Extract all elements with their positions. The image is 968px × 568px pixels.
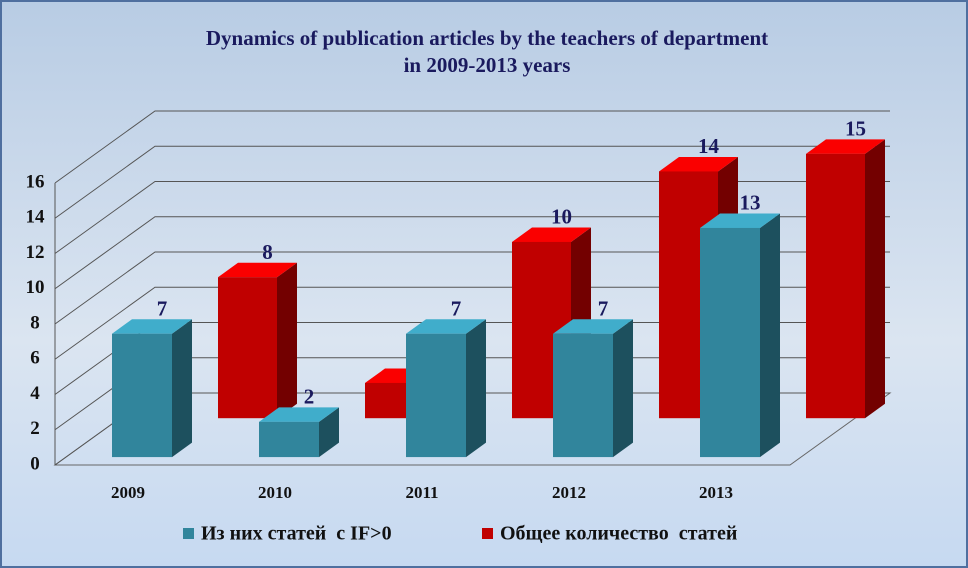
y-tick-label: 8	[30, 312, 40, 333]
bar	[406, 333, 466, 458]
bar-top	[659, 157, 738, 172]
plot: Dynamics of publication articles by the …	[26, 26, 892, 545]
x-tick-label: 2010	[258, 483, 292, 502]
grid-line	[54, 251, 890, 325]
bar-top	[512, 227, 591, 242]
y-tick-label: 6	[30, 348, 40, 369]
bar-side	[760, 213, 780, 458]
grid-line	[54, 286, 890, 360]
x-tick-label: 2011	[405, 483, 438, 502]
bar	[553, 333, 613, 458]
bar	[700, 227, 760, 458]
value-label: 7	[157, 296, 168, 320]
bar-top	[700, 213, 780, 228]
bar-side	[613, 319, 633, 458]
legend-swatch	[482, 528, 493, 539]
bar-side	[319, 407, 339, 458]
value-label: 7	[451, 296, 462, 320]
x-tick-label: 2013	[699, 483, 733, 502]
chart-title: in 2009-2013 years	[404, 53, 571, 77]
legend-label: Из них статей с IF>0	[201, 523, 392, 545]
bar-side	[277, 262, 297, 419]
y-tick-label: 10	[26, 277, 45, 298]
bar-top	[806, 139, 885, 154]
bar-top	[112, 319, 192, 334]
bar	[112, 333, 172, 458]
value-label: 14	[698, 134, 720, 158]
y-tick-label: 2	[30, 418, 40, 439]
y-tick-label: 0	[30, 453, 40, 474]
value-label: 15	[845, 116, 866, 140]
bar-top	[553, 319, 633, 334]
bar-side	[865, 139, 885, 419]
y-tick-label: 16	[26, 171, 45, 192]
grid-line	[54, 145, 890, 219]
grid-line	[54, 216, 890, 290]
bar	[806, 153, 865, 419]
value-label: 10	[551, 205, 572, 229]
value-label: 2	[304, 384, 315, 408]
value-label: 7	[598, 296, 609, 320]
y-tick-label: 14	[26, 207, 46, 228]
grid-line	[54, 181, 890, 254]
value-label: 8	[262, 240, 273, 264]
legend-swatch	[183, 528, 194, 539]
bar-top	[259, 407, 339, 422]
value-label: 13	[740, 191, 761, 215]
y-tick-label: 12	[26, 242, 45, 263]
bar	[218, 277, 277, 419]
chart-title: Dynamics of publication articles by the …	[206, 26, 768, 50]
bar-side	[466, 319, 486, 458]
x-tick-label: 2009	[111, 483, 145, 502]
grid-line	[54, 110, 890, 184]
bar	[259, 421, 319, 458]
y-tick-label: 4	[30, 383, 40, 404]
legend-label: Общее количество статей	[500, 523, 737, 545]
bar-top	[406, 319, 486, 334]
bar-top	[218, 262, 297, 278]
bar-side	[172, 319, 192, 458]
x-tick-label: 2012	[552, 483, 586, 502]
